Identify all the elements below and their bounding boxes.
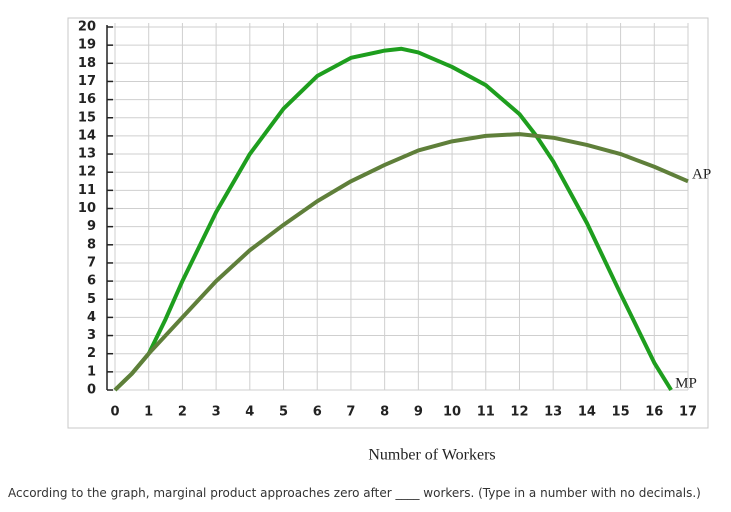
x-tick-label: 8: [380, 405, 389, 420]
y-tick-label: 12: [78, 165, 96, 180]
series-label: MP: [675, 375, 697, 391]
x-tick-label: 16: [645, 405, 663, 420]
x-tick-label: 15: [612, 405, 630, 420]
x-tick-label: 14: [578, 405, 596, 420]
y-tick-label: 15: [78, 110, 96, 125]
x-tick-label: 5: [279, 405, 288, 420]
x-tick-label: 10: [443, 405, 461, 420]
question: According to the graph, marginal product…: [8, 486, 701, 500]
x-axis-label: Number of Workers: [368, 447, 495, 464]
x-tick-label: 0: [110, 405, 119, 420]
chart-frame: [67, 17, 709, 429]
y-tick-label: 3: [87, 328, 96, 343]
x-tick-label: 7: [346, 405, 355, 420]
x-tick-label: 11: [477, 405, 495, 420]
y-tick-label: 10: [78, 201, 96, 216]
y-tick-label: 0: [87, 383, 96, 398]
y-tick-label: 19: [78, 38, 96, 53]
y-tick-label: 18: [78, 56, 96, 71]
x-tick-label: 6: [313, 405, 322, 420]
series-label: AP: [692, 167, 711, 183]
y-tick-label: 11: [78, 183, 96, 198]
x-tick-label: 17: [679, 405, 697, 420]
x-tick-label: 3: [212, 405, 221, 420]
y-tick-label: 20: [78, 20, 96, 35]
x-tick-label: 9: [414, 405, 423, 420]
y-tick-label: 17: [78, 74, 96, 89]
chart: Number of Workers 0 1 2 3 4 5 6 7 8 9 10 11 12 13 14 15…: [67, 17, 711, 464]
y-tick-label: 8: [87, 237, 96, 252]
y-tick-label: 5: [87, 292, 96, 307]
y-tick-label: 16: [78, 92, 96, 107]
y-tick-label: 7: [87, 255, 96, 270]
y-tick-label: 14: [78, 128, 96, 143]
x-tick-label: 12: [510, 405, 528, 420]
x-tick-label: 1: [144, 405, 153, 420]
curve: [113, 46, 673, 392]
curve: [113, 132, 689, 392]
y-tick-label: 2: [87, 346, 96, 361]
y-tick-label: 4: [87, 310, 96, 325]
y-tick-label: 6: [87, 274, 96, 289]
y-tick-label: 1: [87, 364, 96, 379]
x-tick-label: 2: [178, 405, 187, 420]
y-tick-label: 9: [87, 219, 96, 234]
y-tick-label: 13: [78, 147, 96, 162]
x-tick-label: 13: [544, 405, 562, 420]
x-tick-label: 4: [245, 405, 254, 420]
